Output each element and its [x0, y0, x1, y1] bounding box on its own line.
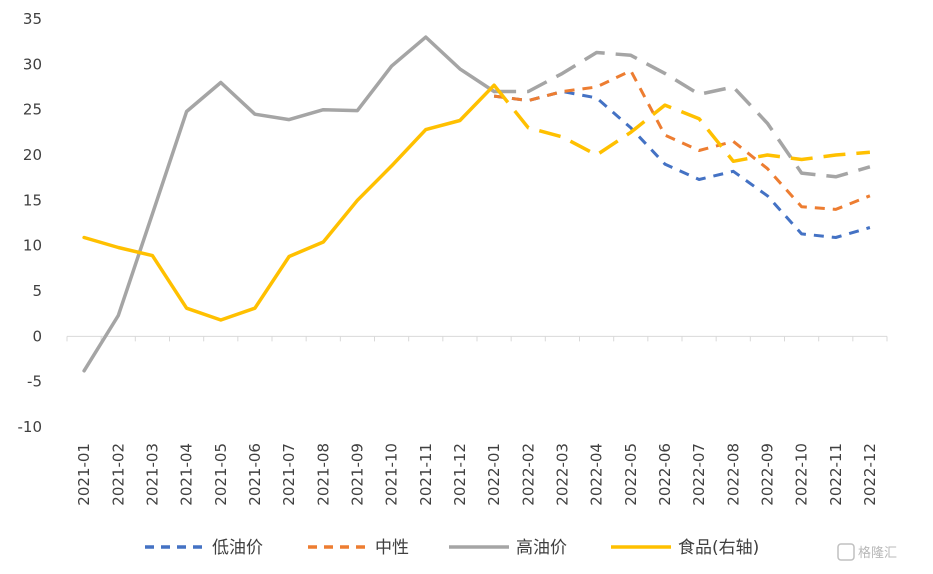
- x-tick-label: 2021-09: [348, 443, 366, 506]
- y-tick-label: 25: [23, 101, 42, 119]
- x-tick-label: 2022-02: [519, 443, 537, 506]
- legend-label-食品(右轴): 食品(右轴): [678, 538, 759, 558]
- x-tick-label: 2022-01: [485, 443, 503, 506]
- x-tick-label: 2022-07: [690, 443, 708, 506]
- x-tick-label: 2021-02: [109, 443, 127, 506]
- x-tick-label: 2021-07: [280, 443, 298, 506]
- x-tick-label: 2022-11: [827, 443, 845, 506]
- y-tick-label: -10: [18, 418, 43, 436]
- x-tick-label: 2021-10: [383, 443, 401, 506]
- series-line-高油价-projection: [494, 50, 871, 179]
- x-tick-label: 2021-06: [246, 443, 264, 506]
- x-tick-label: 2021-01: [75, 443, 93, 506]
- y-tick-label: 30: [23, 55, 42, 73]
- x-tick-label: 2022-08: [724, 443, 742, 506]
- y-tick-label: 0: [32, 327, 42, 345]
- x-tick-label: 2022-06: [656, 443, 674, 506]
- series-line-食品(右轴): [82, 83, 496, 322]
- y-tick-label: 15: [23, 191, 42, 209]
- watermark-icon: [837, 543, 855, 561]
- x-axis-tick-labels: 2021-01 2021-02 2021-03 2021-04 2021-05 2021-…: [75, 443, 879, 506]
- x-tick-label: 2022-10: [793, 443, 811, 506]
- x-tick-label: 2021-11: [417, 443, 435, 506]
- watermark-logo: 格隆汇: [837, 543, 897, 561]
- x-tick-label: 2022-03: [553, 443, 571, 506]
- legend-label-低油价: 低油价: [212, 538, 263, 558]
- y-tick-label: 35: [23, 10, 42, 28]
- legend-label-中性: 中性: [375, 538, 409, 558]
- x-tick-label: 2022-09: [758, 443, 776, 506]
- x-tick-label: 2022-12: [861, 443, 879, 506]
- y-axis-tick-labels: -10 -5 0 5 10 15 20 25 30 35: [18, 10, 43, 436]
- y-tick-label: 20: [23, 146, 42, 164]
- watermark-text: 格隆汇: [858, 545, 897, 561]
- x-tick-label: 2021-08: [314, 443, 332, 506]
- y-tick-label: 10: [23, 237, 42, 255]
- x-tick-label: 2021-12: [451, 443, 469, 506]
- series-line-高油价: [82, 35, 496, 373]
- x-tick-label: 2021-04: [178, 443, 196, 506]
- series-line-中性: [493, 69, 871, 211]
- y-tick-label: -5: [27, 373, 42, 391]
- x-tick-label: 2022-05: [622, 443, 640, 506]
- x-tick-label: 2021-03: [143, 443, 161, 506]
- x-tick-label: 2022-04: [588, 443, 606, 506]
- x-tick-label: 2021-05: [212, 443, 230, 506]
- series-lines: [82, 35, 871, 373]
- y-tick-label: 5: [32, 282, 42, 300]
- series-line-食品(右轴)-projection: [492, 84, 871, 164]
- legend: 低油价 中性 高油价 食品(右轴): [145, 538, 759, 558]
- legend-label-高油价: 高油价: [516, 538, 567, 558]
- x-axis-tick-marks: [66, 336, 888, 342]
